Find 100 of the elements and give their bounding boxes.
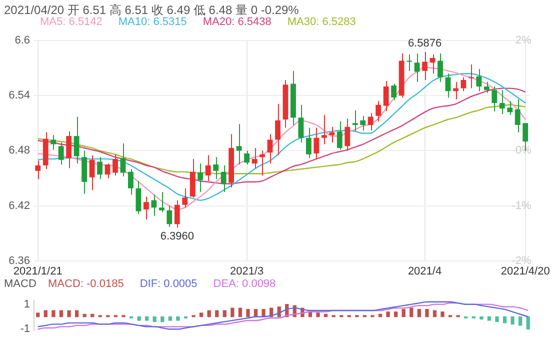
candlestick <box>213 156 219 180</box>
chart-title: MACD <box>4 278 36 290</box>
bar <box>440 311 444 318</box>
y-tick-label: 6.48 <box>8 144 30 157</box>
bar <box>67 310 71 318</box>
candlestick <box>438 52 443 82</box>
text: MA10: 6.5315 <box>118 16 187 28</box>
bar <box>222 310 226 318</box>
bar <box>432 310 437 318</box>
candlestick <box>430 54 436 74</box>
candlestick <box>267 134 273 164</box>
candlestick <box>35 160 41 180</box>
bar <box>394 311 398 318</box>
bar <box>487 316 492 321</box>
y-tick-label: 1 <box>24 298 30 310</box>
x-tick-label: 2021/4/20 <box>500 265 550 278</box>
chart-title: 2021/04/20 开 6.51 高 6.51 收 6.49 低 6.48 量 0 -0.29% <box>4 2 299 17</box>
candlestick <box>329 126 335 143</box>
bar <box>480 316 484 320</box>
y-tick-label: 6.36 <box>8 254 30 267</box>
candlestick <box>507 100 513 116</box>
candlestick <box>158 191 164 213</box>
text: DIF: 0.0005 <box>140 278 198 290</box>
text: DEA: 0.0098 <box>213 278 276 290</box>
bar <box>495 316 499 322</box>
candlestick <box>314 127 320 160</box>
bar <box>425 308 429 318</box>
candlestick <box>244 150 250 165</box>
candlestick <box>492 86 498 112</box>
candlestick <box>143 196 149 220</box>
bar <box>417 308 421 318</box>
candlestick <box>484 81 490 94</box>
candlestick <box>476 68 482 92</box>
candlestick <box>120 142 126 177</box>
bar <box>59 310 64 318</box>
candlestick <box>383 80 389 112</box>
bar <box>145 316 149 321</box>
bar <box>238 308 242 318</box>
y-tick-label: 6.42 <box>8 200 30 212</box>
candlestick <box>406 54 412 72</box>
bar <box>402 308 406 318</box>
bar <box>246 308 250 318</box>
bar <box>137 316 141 321</box>
annotation: 6.5876 <box>408 38 442 50</box>
candlestick <box>514 98 520 133</box>
candlestick <box>460 76 466 92</box>
candlestick <box>198 163 204 192</box>
candlestick <box>58 142 64 165</box>
bar <box>176 316 180 321</box>
candlestick <box>499 90 505 114</box>
bar <box>510 316 514 325</box>
candlestick <box>445 73 451 98</box>
bar <box>207 310 211 318</box>
candlestick <box>298 104 304 143</box>
candlestick <box>220 164 226 192</box>
bar <box>82 314 86 318</box>
candlestick <box>453 81 458 100</box>
bar <box>152 316 156 322</box>
candlestick <box>391 83 397 101</box>
candlestick <box>151 194 157 216</box>
text: MA5: 6.5142 <box>40 16 102 28</box>
candlestick <box>368 112 374 132</box>
bar <box>36 312 40 318</box>
text: MA20: 6.5438 <box>202 16 272 28</box>
bar <box>44 310 48 318</box>
bar <box>316 312 320 318</box>
bar <box>199 312 204 318</box>
candlestick <box>128 168 134 196</box>
candlestick <box>136 180 142 215</box>
candlestick <box>352 110 358 132</box>
bar <box>386 311 390 318</box>
x-tick-label: 2021/1/21 <box>13 265 62 278</box>
candlestick <box>74 116 80 164</box>
candlestick <box>50 134 56 150</box>
candlestick <box>321 114 327 145</box>
candlestick <box>422 51 428 81</box>
bar <box>90 314 94 318</box>
annotation: 6.3960 <box>160 230 194 242</box>
candlestick <box>344 118 350 152</box>
candlestick <box>66 130 72 169</box>
candlestick <box>414 52 420 82</box>
candlestick <box>360 115 366 132</box>
candlestick <box>166 205 172 228</box>
y-tick-label: -1 <box>20 323 30 336</box>
candlestick <box>236 124 242 165</box>
bar <box>74 310 79 318</box>
candlestick <box>97 156 102 180</box>
candlestick <box>252 147 258 169</box>
bar <box>230 308 234 318</box>
series-label: MACD: -0.0185 <box>48 278 124 290</box>
candlestick <box>104 163 110 179</box>
x-tick-label: 2021/4 <box>408 265 442 278</box>
bar <box>160 316 164 322</box>
bar <box>168 316 172 321</box>
bar <box>378 314 382 318</box>
candlestick <box>174 200 180 228</box>
x-tick-label: 2021/3 <box>230 265 264 278</box>
candlestick <box>260 150 265 176</box>
y-tick-label: 6.6 <box>14 34 30 47</box>
candlestick <box>89 154 95 191</box>
